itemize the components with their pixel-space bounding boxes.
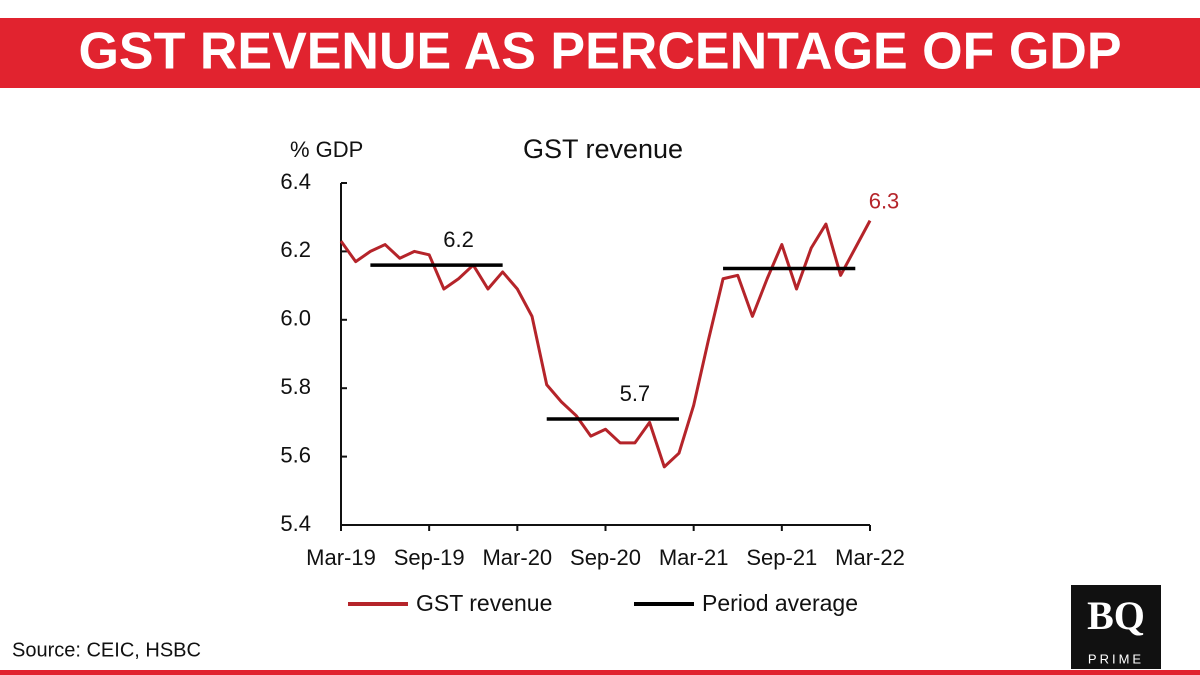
value-label: 6.3 — [869, 188, 900, 213]
x-tick-label: Mar-22 — [835, 545, 905, 570]
data-line — [339, 219, 872, 469]
x-tick-label: Mar-21 — [659, 545, 729, 570]
legend-label: GST revenue — [416, 590, 552, 616]
value-label: 6.2 — [443, 227, 474, 252]
chart-title: GST revenue — [523, 134, 683, 164]
y-tick-label: 5.8 — [280, 374, 311, 399]
y-tick-label: 5.4 — [280, 511, 311, 536]
y-tick-label: 5.6 — [280, 442, 311, 467]
legend-label: Period average — [702, 590, 858, 616]
value-label: 5.7 — [620, 381, 651, 406]
y-tick-label: 6.2 — [280, 237, 311, 262]
x-tick-label: Sep-20 — [570, 545, 641, 570]
logo-subtext: PRIME — [1088, 651, 1144, 666]
banner — [0, 18, 1200, 88]
x-tick-label: Sep-21 — [746, 545, 817, 570]
y-axis-label: % GDP — [290, 137, 363, 162]
banner-title: GST REVENUE AS PERCENTAGE OF GDP — [78, 23, 1121, 81]
x-tick-label: Mar-19 — [306, 545, 376, 570]
y-tick-label: 6.0 — [280, 306, 311, 331]
bottom-rule — [0, 670, 1200, 675]
logo-text: BQ — [1087, 593, 1145, 638]
source: Source: CEIC, HSBC — [12, 639, 201, 661]
x-tick-label: Sep-19 — [394, 545, 465, 570]
logo-box — [1071, 585, 1161, 669]
x-tick-label: Mar-20 — [482, 545, 552, 570]
y-tick-label: 6.4 — [280, 169, 311, 194]
